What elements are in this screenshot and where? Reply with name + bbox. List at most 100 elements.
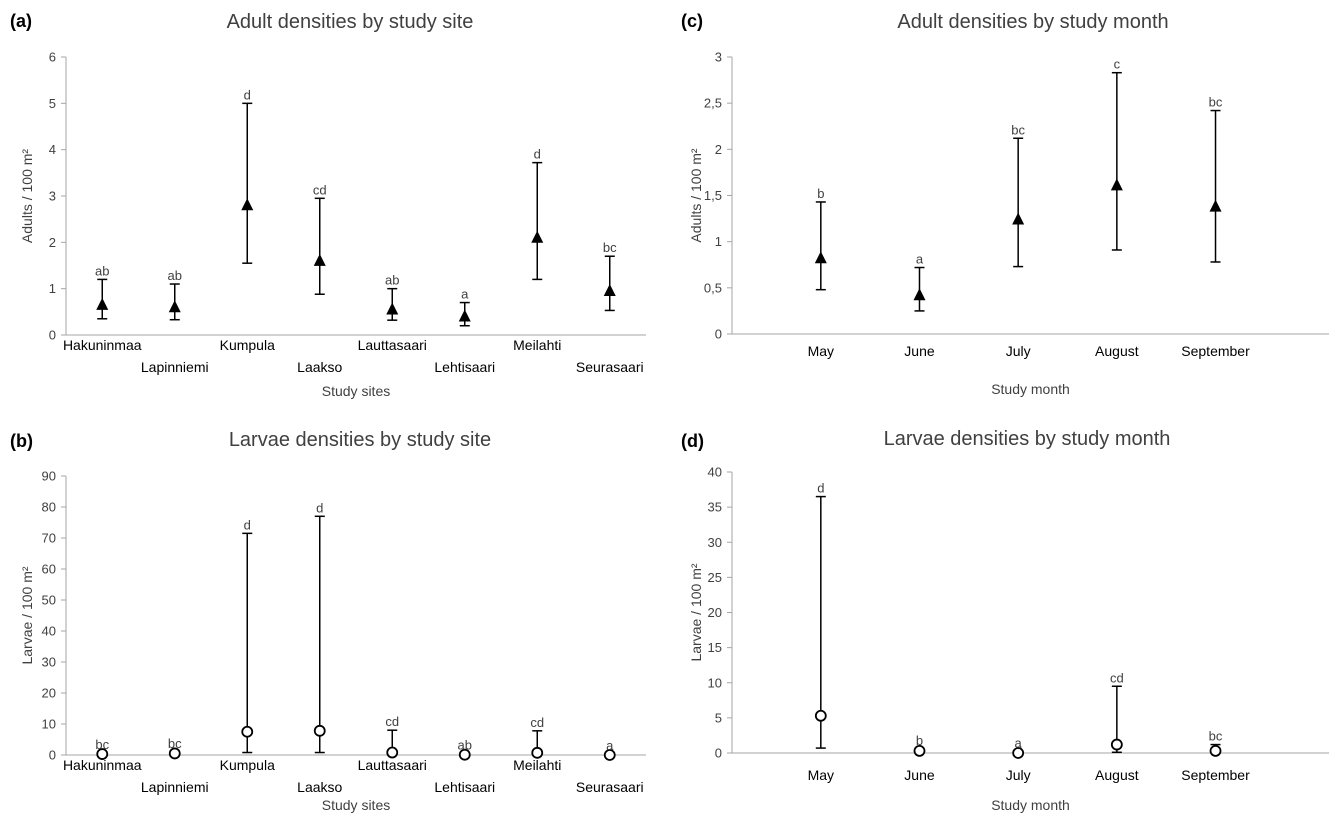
y-tick-label: 40 [708,465,722,480]
data-point-triangle [458,309,471,322]
x-axis-label: Study sites [322,383,390,399]
data-point-circle [1012,747,1025,759]
significance-letter: b [916,733,923,748]
significance-letter: ab [385,273,399,288]
y-tick-label: 6 [49,50,56,65]
data-point-circle [531,746,544,759]
panel-letter-c: (c) [681,11,703,31]
y-tick-label: 20 [708,605,722,620]
y-tick-label: 15 [708,640,722,655]
significance-letter: a [1015,736,1023,751]
category-label: September [1181,343,1250,359]
data-point-circle [96,748,109,760]
adult-site-chart: Adult densities by study site 0 1 2 3 4 5 6 Adul… [19,11,646,399]
significance-letter: a [461,287,469,302]
data-point-circle [1110,738,1123,751]
y-tick-label: 3 [49,189,56,204]
data-point-circle [241,725,254,738]
data-point-triangle [386,302,399,315]
y-tick-label: 5 [715,710,722,725]
significance-letter: d [244,517,251,532]
category-label: Laakso [297,779,342,795]
significance-letter: a [606,738,614,753]
data-point-circle [1209,744,1222,757]
chart-title: Larvae densities by study month [884,428,1171,450]
panel-a: (a) Adult densities by study site 0 1 2 3 4 5 6… [0,0,671,408]
significance-letter: bc [1209,729,1223,744]
y-tick-label: 20 [42,686,56,701]
y-tick-label: 2 [715,142,722,157]
category-label: June [904,343,935,359]
category-label: August [1095,343,1139,359]
data-point-triangle [603,283,616,296]
y-tick-label: 3 [715,50,722,65]
y-tick-label: 1,5 [704,188,722,203]
data-point-circle [168,747,181,760]
panel-letter-d: (d) [681,431,704,451]
panel-c: (c) Adult densities by study month 0 0,5 1 1… [671,0,1343,408]
chart-title: Larvae densities by study site [229,429,491,451]
category-label: September [1181,767,1250,783]
y-tick-label: 40 [42,624,56,639]
data-point-triangle [313,253,326,266]
category-label: Lapinniemi [141,359,209,375]
y-tick-label: 35 [708,500,722,515]
category-label: Lehtisaari [434,779,495,795]
category-label: Seurasaari [576,779,644,795]
category-label: May [808,767,834,783]
category-label: Laakso [297,359,342,375]
category-label: Hakuninmaa [63,337,142,353]
category-label: Meilahti [513,337,561,353]
category-label: Kumpula [220,337,275,353]
panel-b: (b) Larvae densities by study site 0 10 20 3… [0,408,671,817]
y-tick-label: 0 [715,746,722,761]
significance-letter: bc [1011,122,1025,137]
y-tick-label: 30 [708,535,722,550]
data-point-triangle [241,198,254,211]
significance-letter: bc [603,240,617,255]
y-tick-label: 1 [49,281,56,296]
significance-letter: bc [168,736,182,751]
significance-letter: cd [530,715,544,730]
data-point-triangle [531,230,544,243]
category-label: July [1006,343,1031,359]
data-point-circle [458,748,471,761]
y-tick-label: 30 [42,655,56,670]
significance-letter: bc [95,737,109,752]
significance-letter: b [817,186,824,201]
adult-month-chart: Adult densities by study month 0 0,5 1 1,5 2 2… [688,11,1329,397]
y-tick-label: 10 [708,675,722,690]
data-point-circle [313,724,326,737]
significance-letter: d [316,500,323,515]
x-axis-label: Study month [991,381,1070,397]
y-axis-label: Adults / 100 m² [688,148,704,242]
chart-title: Adult densities by study site [227,11,474,33]
significance-letter: d [817,481,824,496]
significance-letter: ab [95,263,109,278]
y-tick-label: 50 [42,593,56,608]
significance-letter: bc [1209,95,1223,110]
category-label: Kumpula [220,757,275,773]
significance-letter: cd [313,182,327,197]
y-tick-label: 10 [42,717,56,732]
y-axis-label: Larvae / 100 m² [688,563,704,661]
y-tick-label: 0 [715,327,722,342]
data-point-triangle [814,251,827,264]
y-tick-label: 5 [49,96,56,111]
x-axis-label: Study sites [322,797,390,813]
data-point-triangle [1209,199,1222,212]
category-label: May [808,343,834,359]
y-tick-label: 25 [708,570,722,585]
panel-letter-a: (a) [10,11,32,31]
significance-letter: ab [168,268,182,283]
category-label: Lauttasaari [358,757,427,773]
y-tick-label: 90 [42,469,56,484]
data-point-triangle [168,300,181,313]
category-label: Hakuninmaa [63,757,142,773]
y-tick-label: 80 [42,500,56,515]
y-tick-label: 1 [715,234,722,249]
x-axis-label: Study month [991,797,1070,813]
y-tick-label: 0 [49,748,56,763]
y-tick-label: 2,5 [704,96,722,111]
significance-letter: ab [458,737,472,752]
